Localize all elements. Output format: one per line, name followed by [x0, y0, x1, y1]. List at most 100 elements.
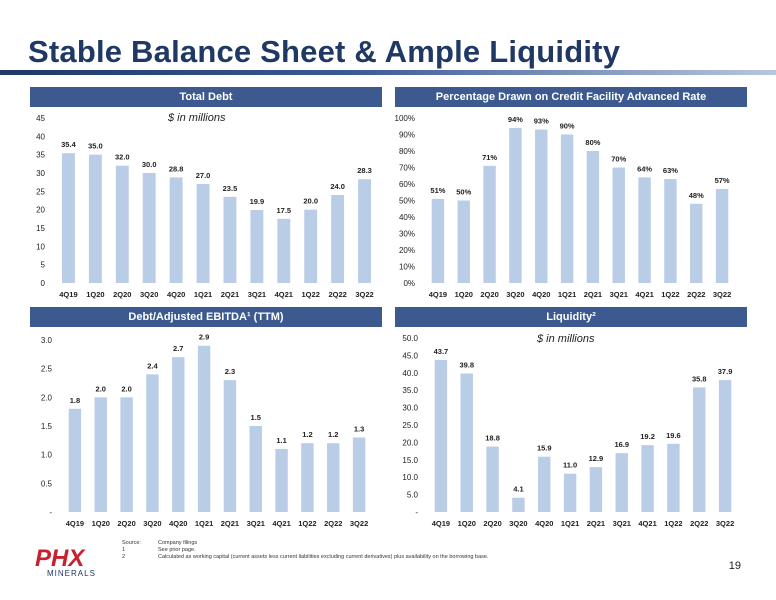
y-tick-label: 50%: [399, 197, 415, 206]
bar: [538, 456, 551, 512]
data-label: 39.8: [459, 360, 474, 369]
x-tick-label: 1Q20: [92, 519, 110, 528]
data-label: 28.3: [357, 166, 372, 175]
y-tick-label: -: [415, 508, 418, 517]
x-tick-label: 4Q20: [167, 290, 185, 299]
data-label: 64%: [637, 164, 652, 173]
data-label: 2.0: [121, 384, 131, 393]
title-rule: [0, 70, 776, 75]
bar: [460, 373, 473, 512]
bar: [327, 443, 340, 512]
bar: [94, 397, 107, 512]
bar: [664, 179, 677, 283]
x-tick-label: 3Q20: [509, 519, 527, 528]
data-label: 70%: [611, 155, 626, 164]
x-tick-label: 4Q19: [432, 519, 450, 528]
y-tick-label: 35.0: [402, 386, 418, 395]
y-tick-label: 2.5: [41, 365, 53, 374]
y-tick-label: 2.0: [41, 393, 53, 402]
data-label: 4.1: [513, 485, 523, 494]
data-label: 63%: [663, 166, 678, 175]
x-tick-label: 3Q20: [143, 519, 161, 528]
bar: [615, 453, 628, 512]
data-label: 23.5: [223, 184, 238, 193]
svg-text:MINERALS: MINERALS: [47, 569, 96, 578]
x-tick-label: 2Q20: [117, 519, 135, 528]
bar: [223, 196, 237, 283]
y-tick-label: 20.0: [402, 438, 418, 447]
x-tick-label: 4Q21: [272, 519, 290, 528]
data-label: 30.0: [142, 160, 157, 169]
bar: [352, 437, 366, 512]
x-tick-label: 4Q19: [59, 290, 77, 299]
footnote-2: 2 Calculated as working capital (current …: [122, 554, 489, 560]
y-tick-label: 45: [36, 114, 45, 123]
data-label: 19.6: [666, 431, 681, 440]
bar: [509, 127, 522, 284]
bar: [638, 177, 651, 283]
bar: [172, 357, 185, 512]
bar: [612, 167, 625, 283]
x-tick-label: 2Q22: [687, 290, 705, 299]
y-tick-label: 70%: [399, 164, 415, 173]
y-tick-label: 10: [36, 242, 45, 251]
x-tick-label: 2Q22: [324, 519, 342, 528]
data-label: 19.9: [250, 197, 265, 206]
bar: [275, 448, 288, 512]
y-tick-label: 40: [36, 132, 45, 141]
data-label: 51%: [430, 186, 445, 195]
y-tick-label: 30.0: [402, 404, 418, 413]
bar: [431, 198, 445, 283]
y-tick-label: -: [49, 508, 52, 517]
data-label: 43.7: [434, 347, 449, 356]
x-tick-label: 4Q20: [532, 290, 550, 299]
phx-minerals-logo: PHX MINERALS: [35, 545, 96, 578]
x-tick-label: 2Q21: [221, 519, 239, 528]
y-tick-label: 30: [36, 169, 45, 178]
x-tick-label: 1Q22: [661, 290, 679, 299]
bar: [146, 374, 159, 512]
bar: [249, 426, 262, 512]
data-label: 57%: [715, 176, 730, 185]
y-tick-label: 0%: [403, 279, 415, 288]
bar: [434, 359, 448, 512]
data-label: 32.0: [115, 153, 130, 162]
data-label: 11.0: [563, 461, 577, 470]
footnote-source: Source: Company filings: [122, 540, 198, 546]
x-tick-label: 1Q21: [561, 519, 579, 528]
y-tick-label: 35: [36, 151, 45, 160]
data-label: 1.2: [302, 430, 312, 439]
data-label: 27.0: [196, 171, 211, 180]
x-tick-label: 4Q19: [429, 290, 447, 299]
data-label: 2.9: [199, 333, 209, 342]
data-label: 24.0: [330, 182, 345, 191]
bar: [512, 497, 525, 512]
debt-ebitda-header: Debt/Adjusted EBITDA¹ (TTM): [30, 307, 382, 327]
bar: [486, 446, 499, 512]
data-label: 2.3: [225, 367, 235, 376]
y-tick-label: 15.0: [402, 456, 418, 465]
data-label: 2.0: [96, 384, 106, 393]
x-tick-label: 1Q20: [458, 519, 476, 528]
x-tick-label: 3Q22: [713, 290, 731, 299]
bar: [693, 387, 706, 512]
y-tick-label: 3.0: [41, 336, 53, 345]
x-tick-label: 2Q20: [480, 290, 498, 299]
y-tick-label: 5: [41, 261, 46, 270]
bar: [331, 195, 345, 283]
bar: [457, 200, 470, 283]
x-tick-label: 4Q21: [275, 290, 293, 299]
bar: [250, 210, 264, 283]
data-label: 90%: [560, 122, 575, 131]
data-label: 1.1: [276, 436, 286, 445]
bar: [563, 473, 577, 512]
data-label: 71%: [482, 153, 497, 162]
data-label: 2.4: [147, 361, 158, 370]
y-tick-label: 25.0: [402, 421, 418, 430]
y-tick-label: 40%: [399, 213, 415, 222]
bar: [196, 184, 210, 283]
y-tick-label: 20%: [399, 246, 415, 255]
x-tick-label: 1Q22: [664, 519, 682, 528]
x-tick-label: 2Q21: [221, 290, 239, 299]
x-tick-label: 3Q21: [610, 290, 628, 299]
